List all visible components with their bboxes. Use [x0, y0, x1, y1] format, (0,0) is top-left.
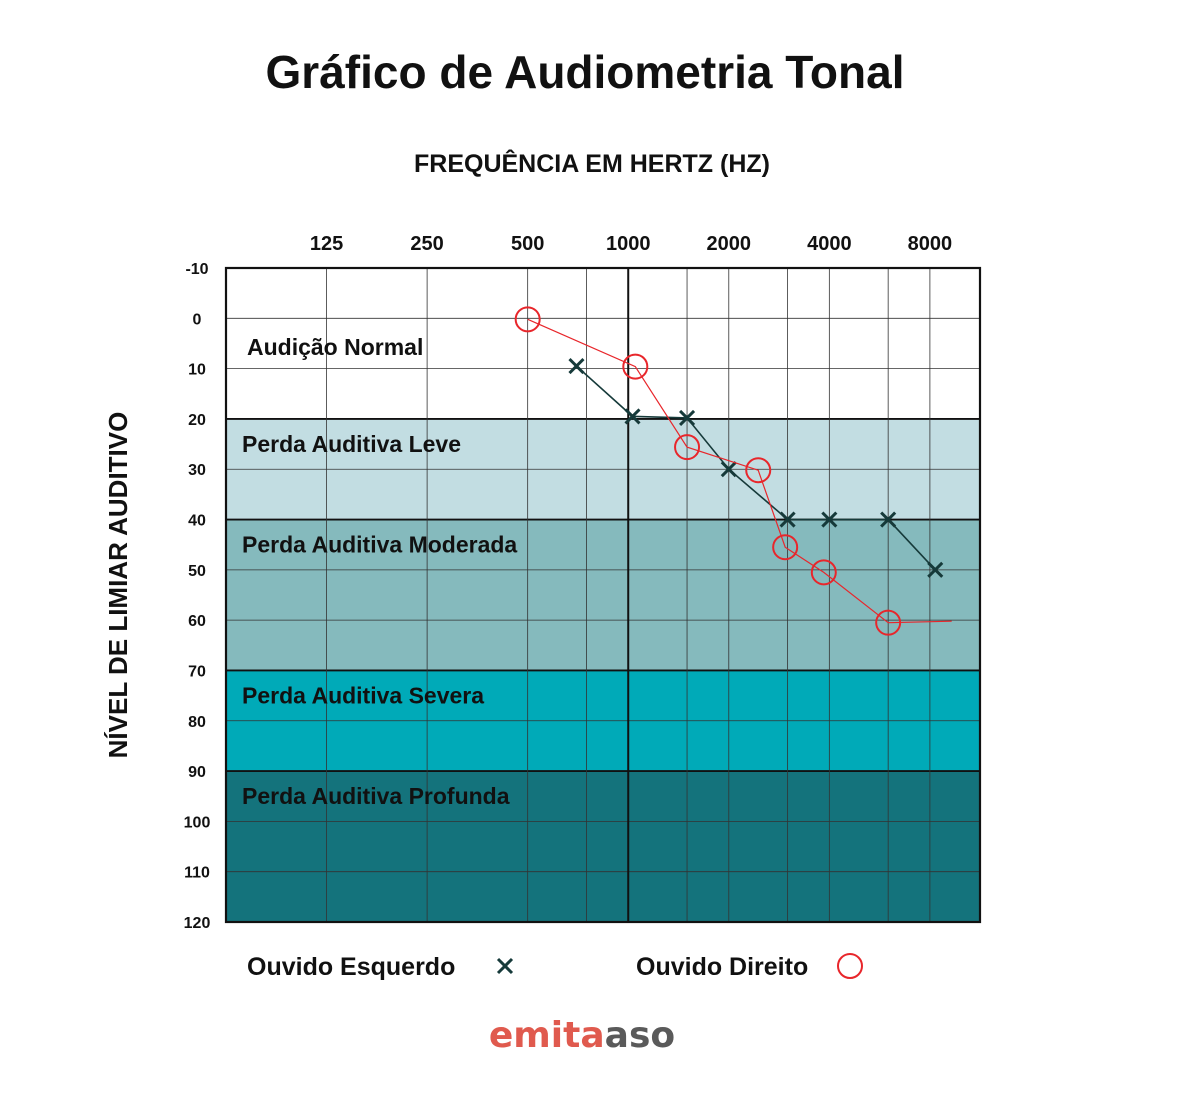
- x-stroke: [927, 561, 944, 578]
- band-audicao-normal: [226, 268, 980, 419]
- y-tick-label: 20: [188, 412, 206, 429]
- emitaaso-logo: emitaaso: [489, 1015, 675, 1056]
- legend-circle-marker: [837, 953, 863, 979]
- legend-x-marker: [496, 957, 514, 975]
- legend-label-left: Ouvido Esquerdo: [247, 953, 455, 981]
- band-perda-auditiva-moderada: [226, 519, 980, 671]
- band-label-perda-auditiva-leve: Perda Auditiva Leve: [242, 431, 461, 457]
- x-tick-label: 250: [410, 233, 443, 255]
- series-layer: [514, 306, 952, 636]
- x-stroke: [880, 511, 897, 528]
- y-axis-title: NÍVEL DE LIMIAR AUDITIVO: [103, 412, 133, 759]
- data-point-circle: [772, 534, 799, 561]
- legend-label-right: Ouvido Direito: [636, 953, 808, 981]
- y-tick-label: 40: [188, 513, 206, 530]
- band-perda-auditiva-profunda: [226, 771, 980, 922]
- data-point-circle: [745, 457, 772, 484]
- logo-part-emita: emita: [489, 1015, 605, 1056]
- x-stroke: [496, 957, 514, 975]
- band-label-perda-auditiva-moderada: Perda Auditiva Moderada: [242, 532, 517, 558]
- band-label-audicao-normal: Audição Normal: [247, 334, 423, 360]
- x-tick-label: 8000: [908, 233, 953, 255]
- y-tick-label: 60: [188, 613, 206, 630]
- data-point-circle: [514, 306, 541, 333]
- x-stroke: [779, 511, 796, 528]
- plot-border: [224, 266, 982, 924]
- y-tick-label: -10: [185, 261, 208, 278]
- data-point-x: [880, 511, 897, 528]
- y-tick-label: 110: [184, 865, 210, 882]
- x-tick-label: 1000: [606, 233, 651, 255]
- data-point-x: [927, 561, 944, 578]
- x-tick-label: 4000: [807, 233, 852, 255]
- y-tick-label: 70: [188, 663, 206, 680]
- band-label-perda-auditiva-severa: Perda Auditiva Severa: [242, 682, 484, 708]
- y-tick-label: 10: [188, 362, 206, 379]
- series-line: [527, 318, 952, 624]
- y-tick-label: 120: [184, 915, 211, 932]
- x-stroke: [678, 409, 696, 426]
- legend: Ouvido Esquerdo Ouvido Direito: [247, 953, 863, 981]
- logo-part-aso: aso: [605, 1015, 675, 1056]
- data-point-x: [821, 511, 838, 528]
- series-line: [575, 365, 936, 571]
- x-axis-ticks: 125 250 500 1000 2000 4000 8000: [310, 233, 952, 255]
- chart-title: Gráfico de Audiometria Tonal: [266, 46, 905, 98]
- x-stroke: [568, 358, 585, 375]
- data-point-circle: [875, 609, 902, 636]
- x-axis-title: FREQUÊNCIA EM HERTZ (HZ): [414, 148, 770, 178]
- data-point-circle: [622, 353, 649, 380]
- data-point-x: [779, 511, 796, 528]
- y-tick-label: 80: [188, 714, 206, 731]
- data-point-x: [568, 358, 585, 375]
- x-tick-label: 125: [310, 233, 343, 255]
- y-tick-label: 100: [184, 814, 211, 831]
- band-labels: Audição Normal Perda Auditiva Leve Perda A…: [242, 334, 517, 809]
- data-point-x: [678, 409, 696, 426]
- series-ouvido-esquerdo: [568, 358, 944, 578]
- x-tick-label: 2000: [707, 233, 752, 255]
- y-tick-label: 90: [188, 764, 206, 781]
- data-point-circle: [810, 559, 837, 586]
- band-label-perda-auditiva-profunda: Perda Auditiva Profunda: [242, 783, 510, 809]
- x-stroke: [624, 408, 641, 425]
- y-tick-label: 50: [188, 563, 206, 580]
- hearing-loss-bands: [226, 268, 980, 922]
- data-point-x: [624, 408, 641, 425]
- x-tick-label: 500: [511, 233, 544, 255]
- data-point-x: [720, 461, 737, 478]
- plot-frame: [224, 266, 982, 924]
- y-axis-ticks: -10 0 10 20 30 40 50 60 70 80 90 100 110 120: [184, 261, 211, 932]
- series-ouvido-direito: [514, 306, 952, 636]
- y-tick-label: 0: [193, 311, 202, 328]
- x-stroke: [720, 461, 737, 478]
- y-tick-label: 30: [188, 462, 206, 479]
- data-point-circle: [674, 434, 701, 461]
- x-stroke: [821, 511, 838, 528]
